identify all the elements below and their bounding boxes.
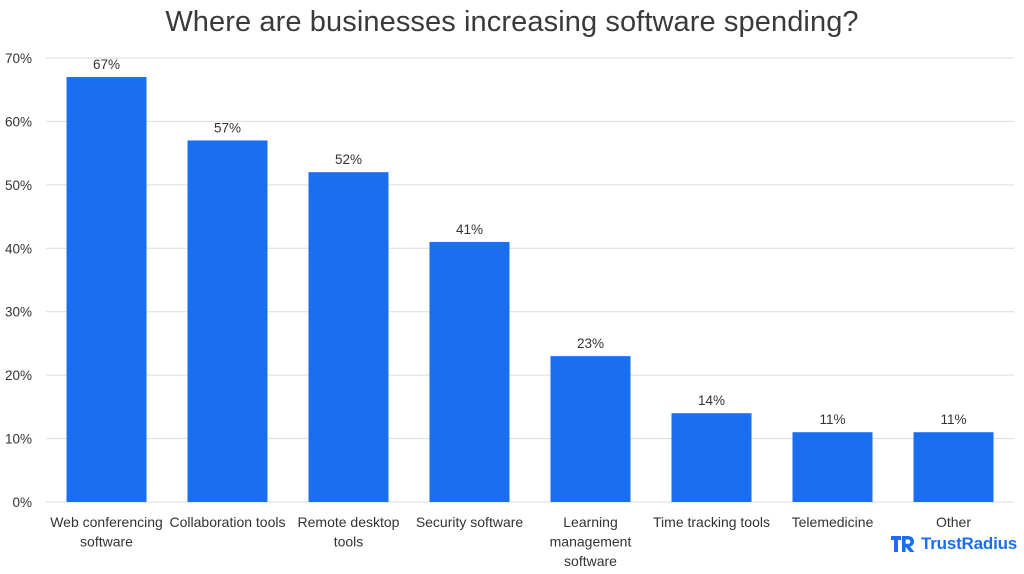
brand-name: TrustRadius [921, 534, 1018, 553]
data-label: 67% [93, 57, 120, 72]
bar [429, 241, 510, 502]
bar [550, 356, 631, 502]
x-tick-label: Other [936, 514, 971, 530]
y-axis-ticks: 0% 10% 20% 30% 40% 50% 60% 70% [5, 51, 32, 510]
y-tick-label: 10% [5, 432, 32, 447]
data-label: 11% [819, 412, 845, 427]
x-tick-label: Time tracking tools [653, 514, 770, 530]
x-tick-label: Remote desktop tools [298, 514, 400, 550]
data-label: 23% [577, 336, 604, 351]
y-tick-label: 60% [5, 114, 32, 129]
x-tick-label: Collaboration tools [170, 514, 286, 530]
data-label: 11% [940, 412, 966, 427]
y-tick-label: 30% [5, 305, 32, 320]
y-tick-label: 20% [5, 368, 32, 383]
y-tick-label: 70% [5, 51, 32, 66]
x-tick-label: Learning management software [550, 514, 632, 569]
bars [66, 77, 994, 503]
chart-title: Where are businesses increasing software… [165, 6, 859, 38]
bar [671, 413, 752, 502]
bar [66, 77, 147, 503]
bar [187, 140, 268, 502]
x-tick-label: Web conferencing software [50, 514, 163, 550]
category-labels: Web conferencing software Collaboration to… [50, 514, 971, 569]
x-tick-label: Telemedicine [792, 514, 874, 530]
data-labels: 67% 57% 52% 41% 23% 14% 11% 11% [93, 57, 967, 427]
data-label: 52% [335, 152, 362, 167]
brand-logo: TrustRadius [890, 533, 1017, 555]
bar [308, 172, 389, 502]
data-label: 14% [698, 393, 725, 408]
bar [792, 432, 873, 502]
x-tick-label: Security software [416, 514, 524, 530]
y-tick-label: 50% [5, 178, 32, 193]
bar [913, 432, 994, 502]
data-label: 57% [214, 120, 241, 135]
y-tick-label: 0% [12, 495, 32, 510]
y-tick-label: 40% [5, 241, 32, 256]
data-label: 41% [456, 222, 483, 237]
trustradius-logo-icon [891, 536, 915, 552]
